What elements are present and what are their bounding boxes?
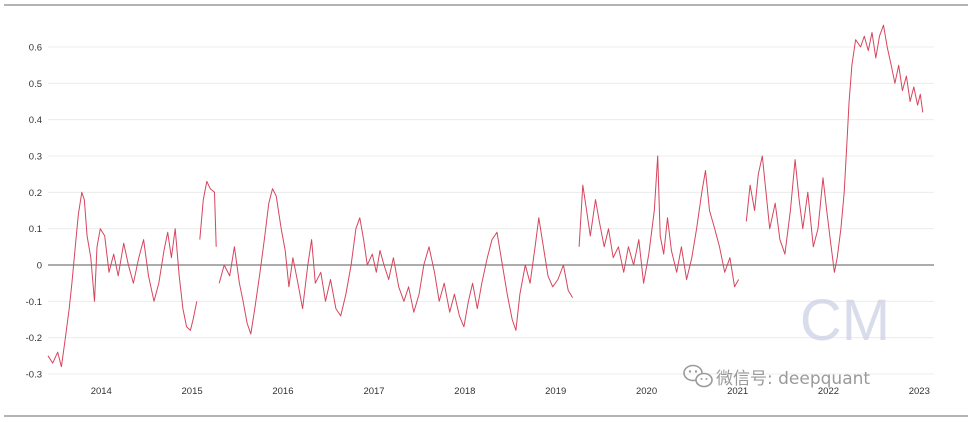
series-segment bbox=[199, 180, 217, 247]
x-axis-ticks: 2014 2015 2016 2017 2018 2019 2020 2021 2022 2023 bbox=[91, 386, 930, 397]
watermark-logo: CM bbox=[800, 288, 890, 353]
y-tick-label: -0.1 bbox=[26, 297, 42, 308]
y-axis-ticks: -0.3 -0.2 -0.1 0 0.1 0.2 0.3 0.4 0.5 0.6 bbox=[26, 43, 42, 381]
series-segment bbox=[578, 155, 740, 288]
watermark-caption: 微信号: deepquant bbox=[716, 369, 870, 389]
y-tick-label: -0.2 bbox=[26, 333, 42, 344]
x-tick-label: 2022 bbox=[818, 386, 839, 397]
watermark: CM 微信号: deepquant bbox=[683, 288, 890, 389]
wechat-icon bbox=[683, 364, 713, 388]
x-tick-label: 2015 bbox=[182, 386, 203, 397]
grid-lines bbox=[48, 46, 934, 375]
x-tick-label: 2018 bbox=[454, 386, 475, 397]
y-tick-label: 0.2 bbox=[29, 188, 42, 199]
x-tick-label: 2023 bbox=[909, 386, 930, 397]
series-segment bbox=[745, 24, 924, 273]
x-tick-label: 2017 bbox=[363, 386, 384, 397]
y-tick-label: 0.4 bbox=[29, 115, 42, 126]
y-tick-label: -0.3 bbox=[26, 370, 42, 381]
x-tick-label: 2016 bbox=[272, 386, 293, 397]
y-tick-label: 0.5 bbox=[29, 79, 42, 90]
series-segment bbox=[218, 188, 574, 335]
y-tick-label: 0 bbox=[37, 261, 42, 272]
series-line bbox=[47, 24, 924, 368]
y-tick-label: 0.1 bbox=[29, 224, 42, 235]
x-tick-label: 2019 bbox=[545, 386, 566, 397]
y-tick-label: 0.6 bbox=[29, 43, 42, 54]
x-tick-label: 2021 bbox=[727, 386, 748, 397]
series-segment bbox=[47, 191, 198, 368]
x-tick-label: 2014 bbox=[91, 386, 112, 397]
x-tick-label: 2020 bbox=[636, 386, 657, 397]
y-tick-label: 0.3 bbox=[29, 152, 42, 163]
